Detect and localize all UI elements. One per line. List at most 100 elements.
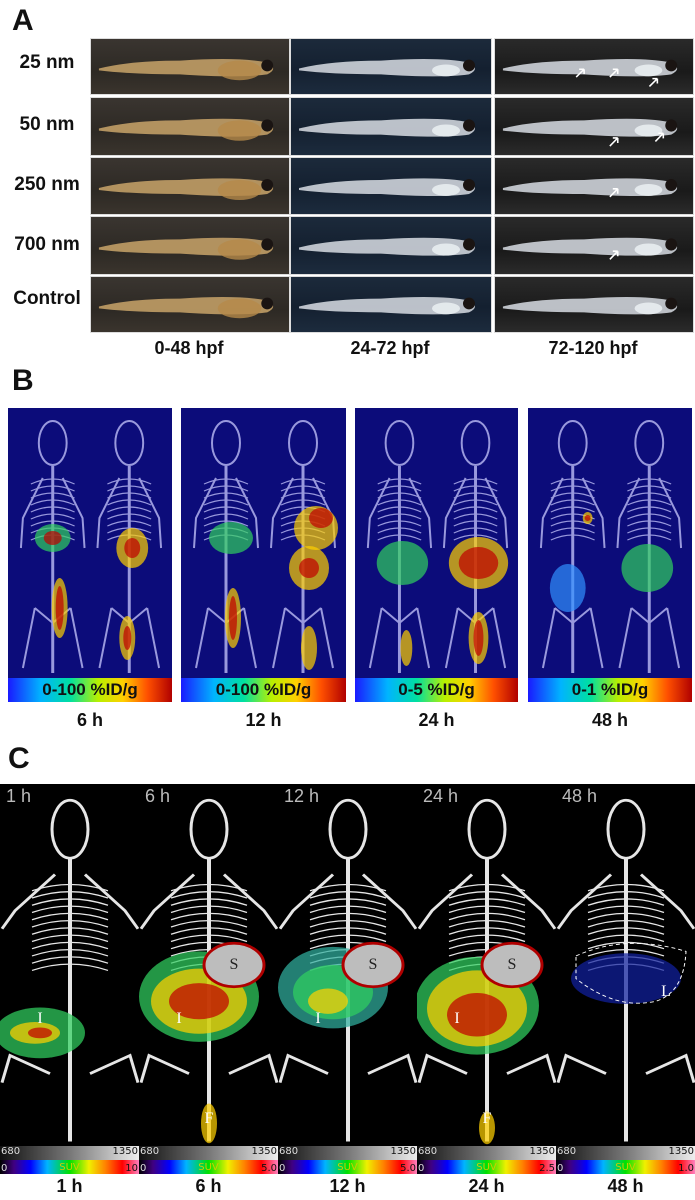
arrow-icon <box>609 188 619 198</box>
uptake-hotspot <box>621 544 674 592</box>
pet-mouse-image <box>181 408 346 678</box>
suv-max-label: 5.0 <box>400 1163 416 1174</box>
organ-label-i: I <box>37 1010 43 1028</box>
suv-color-bar: 680 1350 0 2.5 SUV <box>417 1146 556 1174</box>
zebrafish-image <box>290 157 492 215</box>
suv-label: SUV <box>337 1162 358 1173</box>
ct-max-label: 1350 <box>112 1146 138 1157</box>
time-label-b-6h: 6 h <box>76 710 103 730</box>
uptake-hotspot <box>123 626 132 650</box>
uptake-hotspot <box>400 630 413 666</box>
corner-time-label: 1 h <box>6 786 32 806</box>
ct-min-label: 680 <box>279 1146 299 1157</box>
scale-bar-6h: 0-100 %ID/g <box>8 678 172 702</box>
uptake-hotspot <box>201 1103 217 1144</box>
uptake-hotspot <box>473 620 484 656</box>
corner-time-label: 6 h <box>145 786 171 806</box>
zebrafish-image <box>494 38 694 95</box>
mouse-skeleton <box>539 420 606 673</box>
uptake-hotspot <box>309 508 333 528</box>
corner-time-label: 48 h <box>562 786 598 806</box>
pet-ct-mouse-image: 24 h S I F <box>417 784 556 1146</box>
row-label-50nm: 50 nm <box>19 114 75 135</box>
scale-bar-12h: 0-100 %ID/g <box>181 678 346 702</box>
uptake-hotspot <box>28 1027 52 1039</box>
time-label-c-48h: 48 h <box>607 1176 644 1196</box>
suv-min-label: 0 <box>1 1163 8 1174</box>
zebrafish-eye <box>261 238 274 251</box>
zebrafish-yolk <box>432 243 460 256</box>
zebrafish-yolk <box>217 180 262 200</box>
uptake-hotspot <box>549 564 586 612</box>
uptake-hotspot <box>479 1111 495 1145</box>
zebrafish-body <box>299 118 475 137</box>
suv-label: SUV <box>615 1162 636 1173</box>
arrow-icon <box>575 68 585 78</box>
suv-color-bar: 680 1350 0 10 SUV <box>0 1146 139 1174</box>
zebrafish-eye <box>463 238 475 251</box>
zebrafish-eye <box>261 297 274 310</box>
mouse-skeleton <box>0 798 139 1142</box>
suv-max-label: 1.0 <box>678 1163 694 1174</box>
ct-min-label: 680 <box>418 1146 438 1157</box>
suv-min-label: 0 <box>279 1163 286 1174</box>
row-label-25nm: 25 nm <box>19 52 75 73</box>
uptake-hotspot <box>124 538 141 558</box>
uptake-hotspot <box>299 558 319 578</box>
zebrafish-body <box>299 178 475 196</box>
uptake-hotspot <box>308 988 348 1014</box>
zebrafish-body <box>299 237 475 256</box>
uptake-hotspot <box>229 596 237 640</box>
suv-label: SUV <box>59 1162 80 1173</box>
suv-min-label: 0 <box>140 1163 147 1174</box>
corner-time-label: 24 h <box>423 786 459 806</box>
zebrafish-yolk <box>634 64 663 77</box>
organ-label-s: S <box>229 956 239 973</box>
suv-max-label: 10 <box>125 1163 138 1174</box>
organ-label-s: S <box>368 956 378 973</box>
scale-bar-48h: 0-1 %ID/g <box>528 678 692 702</box>
pet-mouse-image <box>528 408 692 678</box>
scale-bar-24h: 0-5 %ID/g <box>355 678 518 702</box>
suv-color-bar: 680 1350 0 5.0 SUV <box>139 1146 278 1174</box>
zebrafish-image <box>290 216 492 275</box>
zebrafish-eye <box>463 179 475 191</box>
stomach-outline <box>480 941 544 989</box>
zebrafish-yolk <box>432 184 460 196</box>
zebrafish-body <box>502 59 678 77</box>
suv-min-label: 0 <box>557 1163 564 1174</box>
ct-max-label: 1350 <box>251 1146 277 1157</box>
zebrafish-yolk <box>432 64 460 77</box>
suv-color-bar: 680 1350 0 1.0 SUV <box>556 1146 695 1174</box>
zebrafish-yolk <box>634 302 663 315</box>
ct-min-label: 680 <box>1 1146 21 1157</box>
mouse-skeleton <box>366 420 433 673</box>
uptake-hotspot <box>376 541 429 585</box>
column-label-0-48hpf: 0-48 hpf <box>154 338 224 358</box>
time-label-c-6h: 6 h <box>195 1176 222 1196</box>
uptake-hotspot <box>584 515 591 521</box>
zebrafish-body <box>502 237 678 256</box>
zebrafish-body <box>299 297 475 315</box>
corner-time-label: 12 h <box>284 786 320 806</box>
ct-max-label: 1350 <box>668 1146 694 1157</box>
column-label-72-120hpf: 72-120 hpf <box>548 338 638 358</box>
suv-max-label: 5.0 <box>261 1163 277 1174</box>
zebrafish-eye <box>261 179 274 191</box>
zebrafish-eye <box>463 119 475 132</box>
pet-ct-mouse-image: 48 h L <box>556 784 695 1146</box>
row-label-700nm: 700 nm <box>14 234 80 255</box>
zebrafish-eye <box>665 179 678 191</box>
zebrafish-image <box>290 38 492 95</box>
panel-a-label: A <box>12 4 34 37</box>
organ-label-i: I <box>315 1010 321 1028</box>
suv-color-bar: 680 1350 0 5.0 SUV <box>278 1146 417 1174</box>
zebrafish-image <box>90 157 290 215</box>
time-label-b-24h: 24 h <box>418 710 455 730</box>
zebrafish-eye <box>463 59 475 72</box>
zebrafish-image <box>494 276 694 333</box>
organ-label-f: F <box>204 1109 214 1127</box>
zebrafish-image <box>494 216 694 275</box>
time-label-b-12h: 12 h <box>245 710 282 730</box>
uptake-hotspot <box>43 531 62 545</box>
